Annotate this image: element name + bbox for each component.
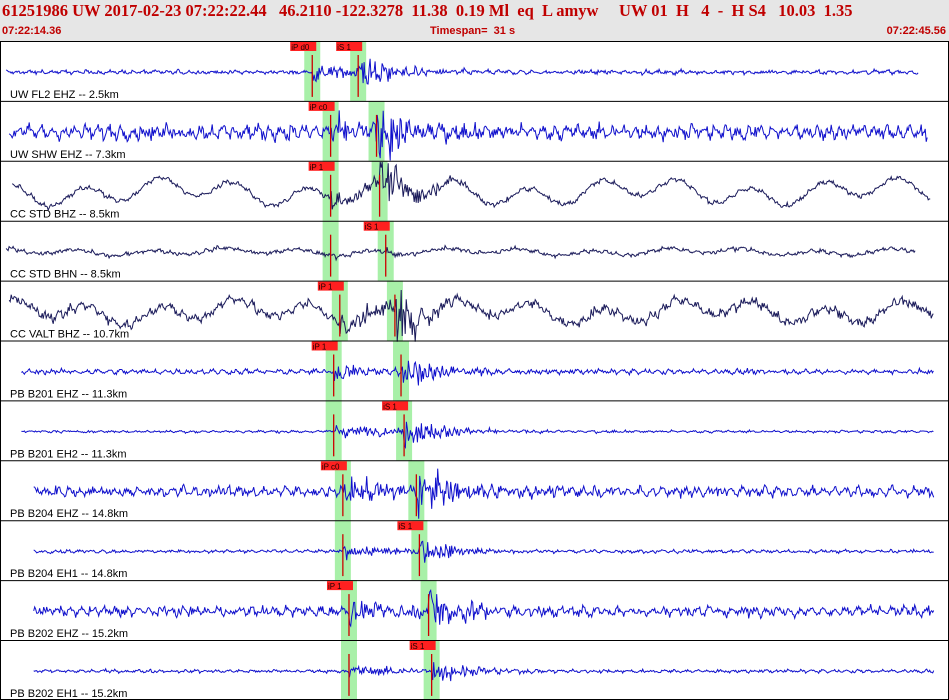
- pick-label: iS 1: [365, 223, 379, 232]
- waveform: [5, 244, 916, 262]
- pick-flag: [311, 341, 338, 351]
- trace-label: CC STD BHZ -- 8.5km: [10, 209, 119, 221]
- time-end: 07:22:45.56: [886, 25, 946, 37]
- pick-flag: [290, 42, 317, 51]
- waveform: [8, 110, 928, 161]
- waveform: [21, 421, 934, 449]
- pick-flag: [320, 461, 347, 471]
- trace-label: UW FL2 EHZ -- 2.5km: [10, 89, 119, 101]
- trace-label: PB B201 EH2 -- 11.3km: [10, 448, 127, 460]
- timespan-label: Timespan= 31 s: [430, 25, 516, 37]
- pick-flag: [326, 581, 353, 591]
- pick-label: iP c0: [310, 103, 328, 112]
- pick-flag: [397, 521, 424, 531]
- waveform: [33, 468, 935, 519]
- pick-markers: iP d0 iS 1 iP c0 iP 1 iS 1 iP 1 iP 1 iS 1 iP c0 i…: [290, 42, 436, 696]
- trace-label: PB B202 EH1 -- 15.2km: [10, 688, 127, 700]
- pick-label: iP d0: [291, 43, 310, 52]
- waveform: [11, 161, 931, 212]
- pick-label: iP c0: [322, 462, 340, 471]
- pick-flag: [363, 221, 390, 231]
- waveform: [8, 289, 934, 342]
- event-title: 61251986 UW 2017-02-23 07:22:22.44 46.21…: [2, 1, 853, 20]
- pick-label: iP 1: [328, 582, 342, 591]
- waveform: [33, 589, 935, 628]
- pick-label: iP 1: [310, 163, 324, 172]
- pick-label: iS 1: [383, 402, 397, 411]
- waveform: [33, 540, 934, 563]
- pick-flag: [308, 101, 335, 111]
- pick-flag: [336, 42, 363, 51]
- pick-label: iS 1: [398, 522, 412, 531]
- trace-labels: UW FL2 EHZ -- 2.5km UW SHW EHZ -- 7.3km CC…: [10, 89, 129, 700]
- trace-label: PB B202 EHZ -- 15.2km: [10, 628, 128, 640]
- trace-label: CC VALT BHZ -- 10.7km: [10, 329, 129, 341]
- pick-flag: [308, 161, 335, 171]
- waveform: [33, 662, 935, 682]
- trace-label: UW SHW EHZ -- 7.3km: [10, 149, 126, 161]
- pick-flag: [382, 401, 409, 411]
- trace-label: PB B204 EHZ -- 14.8km: [10, 508, 128, 520]
- waveform: [5, 58, 919, 85]
- pick-flag: [409, 641, 436, 650]
- trace-label: PB B204 EH1 -- 14.8km: [10, 568, 127, 580]
- event-header: 61251986 UW 2017-02-23 07:22:22.44 46.21…: [0, 0, 949, 41]
- pick-label: iS 1: [337, 43, 351, 52]
- trace-label: PB B201 EHZ -- 11.3km: [10, 388, 127, 400]
- time-start: 07:22:14.36: [2, 25, 62, 37]
- trace-label: CC STD BHN -- 8.5km: [10, 269, 121, 281]
- waveforms: [5, 58, 935, 682]
- pick-label: iP 1: [313, 343, 327, 352]
- pick-flag: [317, 281, 344, 291]
- pick-label: iP 1: [319, 283, 333, 292]
- waveform: [21, 360, 934, 386]
- pick-label: iS 1: [411, 642, 425, 651]
